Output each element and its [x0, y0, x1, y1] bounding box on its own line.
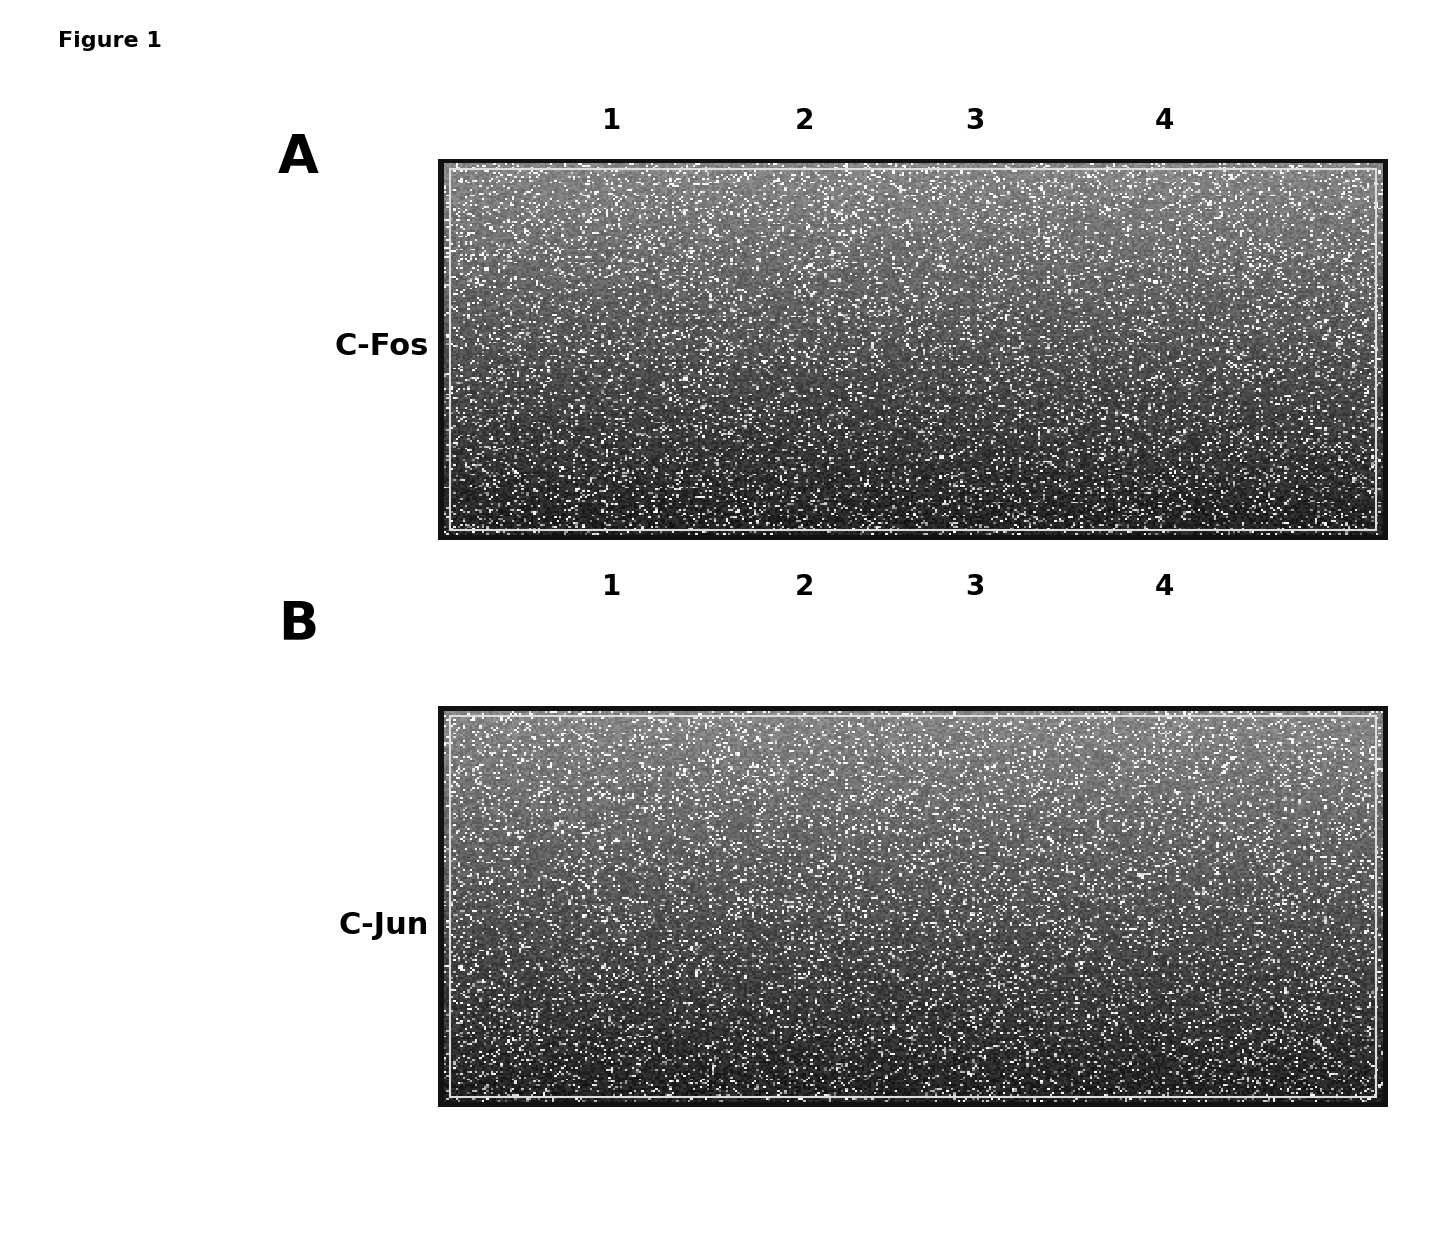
Text: 4: 4 [1154, 107, 1174, 135]
Bar [450, 716, 1376, 1097]
Text: 2: 2 [794, 107, 815, 135]
Text: C-Jun: C-Jun [339, 910, 429, 940]
Text: 1: 1 [601, 107, 621, 135]
Text: B: B [278, 598, 319, 650]
Bar [438, 706, 1388, 1107]
Text: C-Fos: C-Fos [335, 331, 429, 361]
Text: Figure 1: Figure 1 [58, 31, 162, 52]
Text: A: A [278, 132, 319, 184]
Text: 3: 3 [965, 107, 985, 135]
Text: 4: 4 [1154, 573, 1174, 601]
Text: 3: 3 [965, 573, 985, 601]
Text: 1: 1 [601, 573, 621, 601]
Text: 2: 2 [794, 573, 815, 601]
Bar [450, 169, 1376, 530]
Bar [438, 159, 1388, 540]
